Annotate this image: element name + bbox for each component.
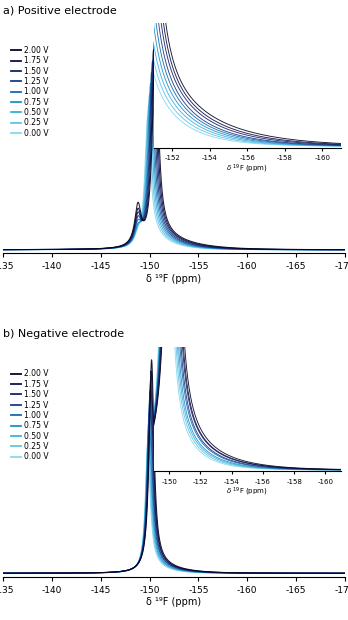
Text: b) Negative electrode: b) Negative electrode xyxy=(3,329,125,339)
X-axis label: δ ¹⁹F (ppm): δ ¹⁹F (ppm) xyxy=(147,274,201,284)
Legend: 2.00 V, 1.75 V, 1.50 V, 1.25 V, 1.00 V, 0.75 V, 0.50 V, 0.25 V, 0.00 V: 2.00 V, 1.75 V, 1.50 V, 1.25 V, 1.00 V, … xyxy=(11,46,49,138)
X-axis label: δ ¹⁹F (ppm): δ ¹⁹F (ppm) xyxy=(147,598,201,608)
Legend: 2.00 V, 1.75 V, 1.50 V, 1.25 V, 1.00 V, 0.75 V, 0.50 V, 0.25 V, 0.00 V: 2.00 V, 1.75 V, 1.50 V, 1.25 V, 1.00 V, … xyxy=(11,370,49,461)
Text: a) Positive electrode: a) Positive electrode xyxy=(3,5,117,15)
